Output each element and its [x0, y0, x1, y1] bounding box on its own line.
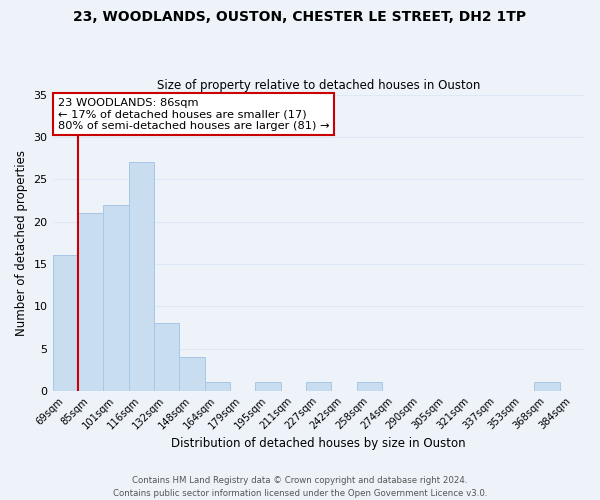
Bar: [357, 382, 382, 391]
Bar: [154, 323, 179, 391]
Bar: [78, 213, 103, 391]
Y-axis label: Number of detached properties: Number of detached properties: [15, 150, 28, 336]
Bar: [534, 382, 560, 391]
Bar: [256, 382, 281, 391]
Bar: [306, 382, 331, 391]
Bar: [205, 382, 230, 391]
Text: 23 WOODLANDS: 86sqm
← 17% of detached houses are smaller (17)
80% of semi-detach: 23 WOODLANDS: 86sqm ← 17% of detached ho…: [58, 98, 329, 130]
Bar: [103, 204, 128, 391]
Bar: [179, 357, 205, 391]
Text: 23, WOODLANDS, OUSTON, CHESTER LE STREET, DH2 1TP: 23, WOODLANDS, OUSTON, CHESTER LE STREET…: [73, 10, 527, 24]
Title: Size of property relative to detached houses in Ouston: Size of property relative to detached ho…: [157, 79, 481, 92]
Bar: [53, 256, 78, 391]
Text: Contains HM Land Registry data © Crown copyright and database right 2024.
Contai: Contains HM Land Registry data © Crown c…: [113, 476, 487, 498]
Bar: [128, 162, 154, 391]
X-axis label: Distribution of detached houses by size in Ouston: Distribution of detached houses by size …: [172, 437, 466, 450]
